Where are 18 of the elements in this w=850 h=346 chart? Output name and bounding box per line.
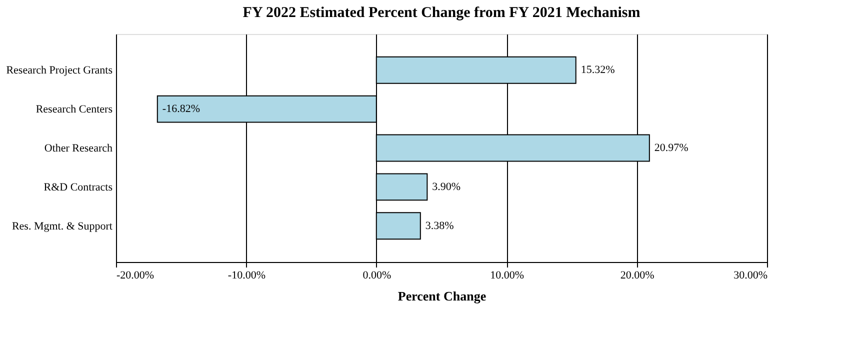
chart-title: FY 2022 Estimated Percent Change from FY 2021 Mechanism	[242, 5, 641, 21]
data-label: 15.32%	[580, 64, 615, 76]
data-label: -16.82%	[162, 103, 200, 116]
y-tick-label: R&D Contracts	[44, 181, 112, 194]
y-tick-label: Research Project Grants	[6, 64, 112, 77]
x-tick-label: 20.00%	[620, 270, 654, 282]
x-tick-label: 0.00%	[362, 270, 392, 282]
data-label: 20.97%	[654, 142, 688, 154]
x-tick-label: -20.00%	[116, 270, 154, 282]
x-tick-label: -10.00%	[228, 270, 266, 282]
y-tick-label: Other Research	[44, 142, 113, 154]
y-tick-label: Res. Mgmt. & Support	[12, 220, 112, 232]
x-axis-title: Percent Change	[398, 288, 486, 304]
data-label: 3.90%	[432, 180, 461, 193]
y-tick-label: Research Centers	[36, 104, 112, 116]
data-label: 3.38%	[425, 220, 454, 232]
x-tick-label: 30.00%	[734, 270, 768, 282]
x-tick-label: 10.00%	[490, 270, 524, 282]
